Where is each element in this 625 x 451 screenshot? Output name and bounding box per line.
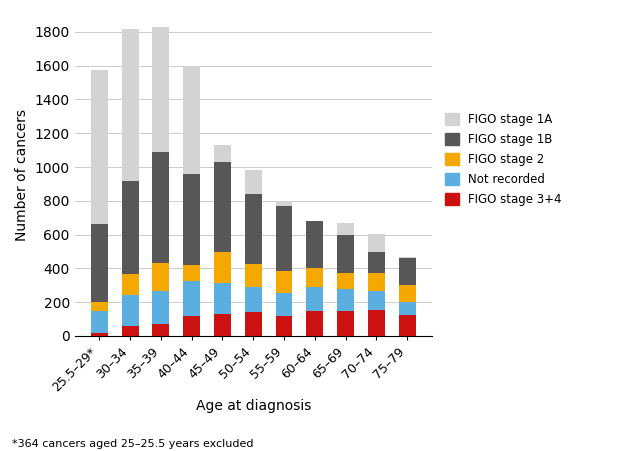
Bar (214, 252, 231, 283)
Text: *364 cancers aged 25–25.5 years excluded: *364 cancers aged 25–25.5 years excluded (12, 439, 254, 449)
Bar (183, 281, 200, 316)
Bar (399, 258, 416, 285)
Bar (183, 316, 200, 336)
Bar (91, 311, 108, 332)
Bar (368, 234, 385, 273)
Bar (91, 70, 108, 225)
Bar (122, 181, 139, 274)
Bar (245, 264, 262, 287)
Bar (183, 66, 200, 174)
Bar (306, 287, 323, 311)
Bar (306, 221, 323, 267)
Bar (399, 302, 416, 315)
Bar (399, 285, 416, 302)
Bar (122, 28, 139, 181)
Bar (214, 145, 231, 162)
Bar (276, 271, 292, 293)
Bar (276, 293, 292, 316)
Bar (337, 273, 354, 289)
Bar (122, 326, 139, 336)
Bar (399, 315, 416, 336)
Bar (91, 225, 108, 302)
Bar (245, 287, 262, 313)
Bar (368, 273, 385, 291)
X-axis label: Age at diagnosis: Age at diagnosis (196, 400, 311, 414)
Bar (152, 152, 169, 263)
Bar (183, 174, 200, 265)
Bar (337, 311, 354, 336)
Bar (122, 274, 139, 295)
Bar (91, 332, 108, 336)
Bar (214, 314, 231, 336)
Bar (152, 263, 169, 291)
Bar (368, 234, 385, 252)
Bar (337, 235, 354, 273)
Bar (214, 162, 231, 252)
Bar (245, 170, 262, 264)
Bar (306, 267, 323, 287)
Bar (152, 291, 169, 324)
Bar (337, 289, 354, 311)
Bar (276, 201, 292, 271)
Bar (368, 291, 385, 310)
Bar (245, 313, 262, 336)
Bar (122, 295, 139, 326)
Legend: FIGO stage 1A, FIGO stage 1B, FIGO stage 2, Not recorded, FIGO stage 3+4: FIGO stage 1A, FIGO stage 1B, FIGO stage… (444, 113, 562, 206)
Bar (183, 265, 200, 281)
Bar (337, 223, 354, 235)
Bar (91, 302, 108, 311)
Bar (214, 283, 231, 314)
Bar (276, 316, 292, 336)
Bar (306, 311, 323, 336)
Bar (152, 324, 169, 336)
Bar (368, 310, 385, 336)
Bar (152, 27, 169, 152)
Bar (276, 201, 292, 206)
Bar (245, 170, 262, 194)
Y-axis label: Number of cancers: Number of cancers (15, 110, 29, 241)
